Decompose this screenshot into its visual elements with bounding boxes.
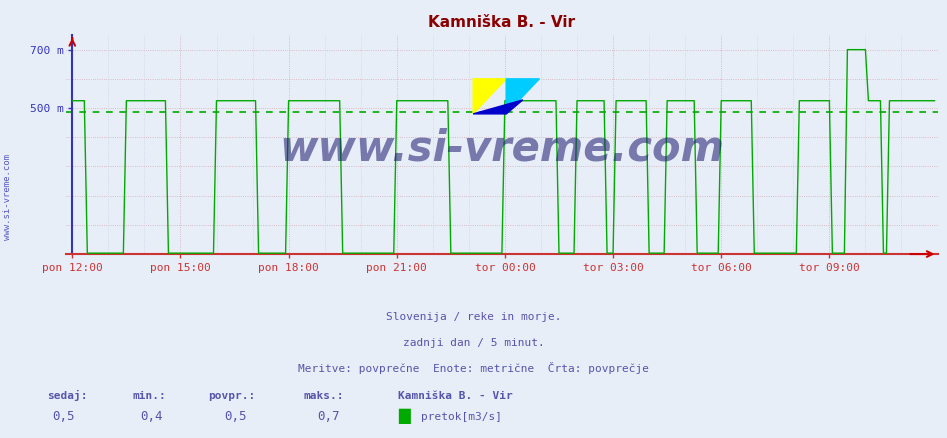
Text: sedaj:: sedaj: [47, 389, 88, 401]
Text: zadnji dan / 5 minut.: zadnji dan / 5 minut. [402, 338, 545, 348]
Title: Kamniška B. - Vir: Kamniška B. - Vir [428, 15, 576, 30]
Text: maks.:: maks.: [303, 391, 344, 401]
Text: povpr.:: povpr.: [208, 391, 256, 401]
Text: www.si-vreme.com: www.si-vreme.com [3, 154, 12, 240]
Text: 0,4: 0,4 [140, 410, 163, 424]
Polygon shape [507, 79, 540, 114]
Polygon shape [474, 100, 523, 114]
Text: 0,5: 0,5 [224, 410, 247, 424]
Text: www.si-vreme.com: www.si-vreme.com [279, 128, 724, 170]
Polygon shape [474, 79, 507, 114]
Text: 0,5: 0,5 [52, 410, 75, 424]
Text: 0,7: 0,7 [317, 410, 340, 424]
Text: Meritve: povprečne  Enote: metrične  Črta: povprečje: Meritve: povprečne Enote: metrične Črta:… [298, 362, 649, 374]
Text: min.:: min.: [133, 391, 167, 401]
Text: Slovenija / reke in morje.: Slovenija / reke in morje. [385, 312, 562, 322]
Text: Kamniška B. - Vir: Kamniška B. - Vir [398, 391, 512, 401]
Text: █: █ [398, 409, 409, 424]
Text: pretok[m3/s]: pretok[m3/s] [421, 413, 503, 423]
